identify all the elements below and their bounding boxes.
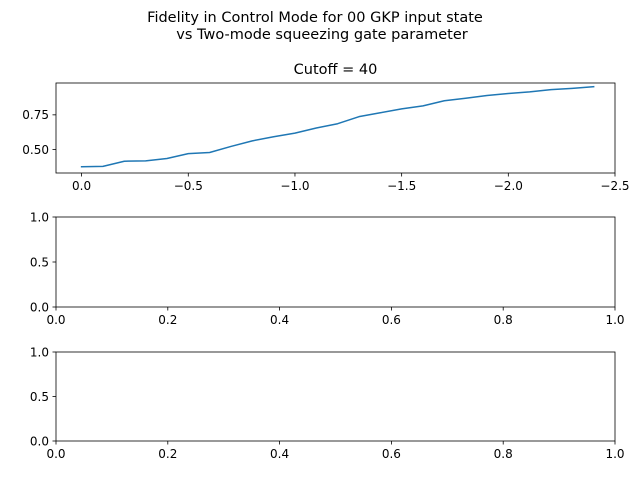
x-tick-label: 0.8: [494, 447, 513, 461]
y-tick-label: 0.5: [30, 390, 49, 404]
series-line-1: [80, 85, 595, 168]
subplot-3: 0.0 0.2 0.4 0.6 0.8 1.0 0.0 0.5 1.0: [30, 345, 625, 461]
x-tick-label: 1.0: [605, 313, 624, 327]
axes-frame: [55, 216, 616, 308]
x-tick-label: 0.6: [382, 313, 401, 327]
figure-title-line2: vs Two-mode squeezing gate parameter: [176, 27, 467, 43]
axes-frame: [55, 82, 616, 174]
x-tick-label: 0.0: [46, 313, 65, 327]
y-tick-label: 0.5: [30, 255, 49, 269]
x-tick-label: 0.0: [72, 179, 91, 193]
subplot-2: 0.0 0.2 0.4 0.6 0.8 1.0 0.0 0.5 1.0: [30, 210, 625, 327]
x-tick-label: −1.0: [280, 179, 309, 193]
x-tick-label: 0.4: [270, 447, 289, 461]
axes-frame: [55, 351, 616, 442]
x-tick-label: 0.6: [382, 447, 401, 461]
subplot-1: 0.0 −0.5 −1.0 −1.5 −2.0 −2.5 0.50 0.75 Cutoff = …: [22, 62, 629, 193]
y-tick-label: 0.50: [22, 143, 49, 157]
y-tick-label: 0.0: [30, 300, 49, 314]
x-tick-label: −2.5: [600, 179, 629, 193]
x-tick-label: −2.0: [494, 179, 523, 193]
x-tick-label: 0.2: [158, 447, 177, 461]
x-tick-label: 0.4: [270, 313, 289, 327]
figure-title-line1: Fidelity in Control Mode for 00 GKP inpu…: [147, 10, 483, 26]
x-tick-label: 0.0: [46, 447, 65, 461]
x-tick-label: −0.5: [174, 179, 203, 193]
y-tick-label: 0.75: [22, 108, 49, 122]
x-tick-label: 0.2: [158, 313, 177, 327]
subplot-title: Cutoff = 40: [294, 62, 378, 78]
x-tick-label: −1.5: [387, 179, 416, 193]
y-tick-label: 1.0: [30, 345, 49, 359]
y-tick-label: 1.0: [30, 210, 49, 224]
x-tick-label: 0.8: [494, 313, 513, 327]
y-tick-label: 0.0: [30, 434, 49, 448]
axes-layer: 0.0 −0.5 −1.0 −1.5 −2.0 −2.5 0.50 0.75 Cutoff = …: [22, 62, 629, 461]
x-tick-label: 1.0: [605, 447, 624, 461]
